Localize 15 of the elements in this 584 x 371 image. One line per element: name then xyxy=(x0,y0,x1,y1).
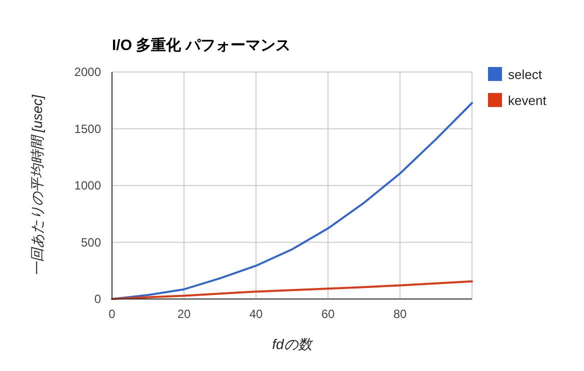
legend-label: kevent xyxy=(508,93,547,108)
x-tick-label: 80 xyxy=(393,307,407,321)
x-tick-label: 0 xyxy=(108,307,116,321)
chart-title: I/O 多重化 パフォーマンス xyxy=(112,37,290,54)
x-axis-title: fdの数 xyxy=(272,336,314,352)
y-tick-label: 1000 xyxy=(74,178,102,192)
y-axis-title: 一回あたりの平均時間 [usec] xyxy=(29,94,45,276)
legend-label: select xyxy=(508,67,542,82)
x-tick-label: 60 xyxy=(321,307,335,321)
y-tick-label: 500 xyxy=(80,235,102,250)
y-tick-label: 1500 xyxy=(74,122,102,136)
y-tick-label: 0 xyxy=(94,292,102,306)
x-tick-label: 40 xyxy=(249,307,263,321)
y-tick-label: 2000 xyxy=(74,65,102,79)
x-tick-label: 20 xyxy=(177,307,191,321)
